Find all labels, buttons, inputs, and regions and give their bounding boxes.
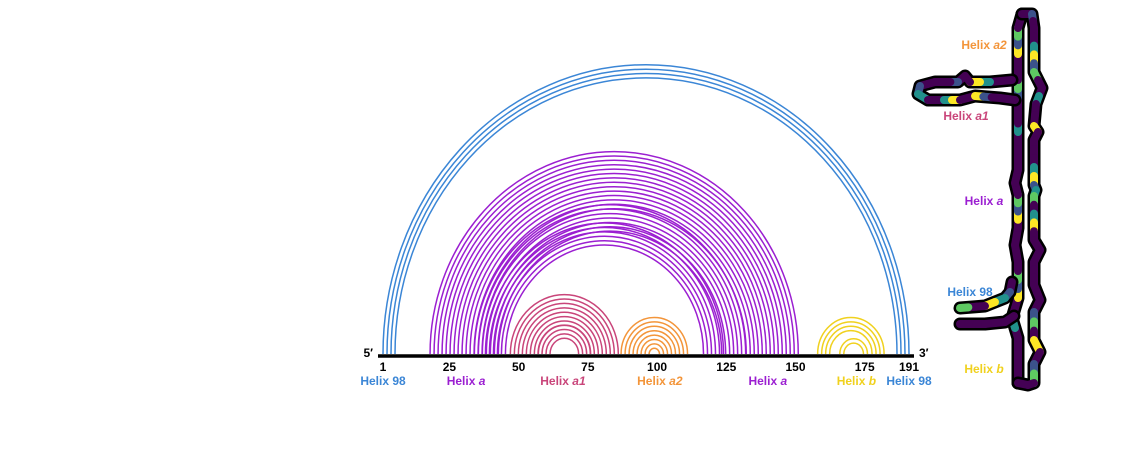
helix-a-outer-arc: [433, 155, 796, 355]
helix-b-outer-arc: [816, 316, 885, 355]
helix-a1-inner-arc: [541, 328, 588, 355]
structure-arm-98-bottom-segment: [1001, 312, 1018, 326]
helix-a-mid-arc: [477, 208, 743, 355]
helix-b-outer-arc: [824, 325, 877, 355]
structure-label-a1: Helix a1: [943, 109, 989, 123]
helix-a-mid-arc: [473, 204, 747, 355]
tick-labels: 1 25 50 75 100 125 150 175 191: [380, 360, 920, 374]
structure-labels: Helix a2 Helix a1 Helix a Helix 98 Helix b: [943, 38, 1007, 376]
structure-label-b: Helix b: [964, 362, 1003, 376]
helix-label-98-left: Helix 98: [360, 374, 406, 388]
helix-a-mid-arc: [481, 213, 739, 355]
helix-a-outer-arc: [453, 177, 776, 355]
helix-98-arc: [386, 68, 906, 355]
helix-a-outer-arc: [429, 150, 800, 355]
helix-a2-arc: [620, 316, 689, 355]
helix-a-outer-arc: [437, 159, 792, 355]
helix-a-inner-arc: [484, 222, 725, 355]
helix-a2-arc: [632, 330, 677, 355]
helix-a1-inner-arc: [537, 324, 592, 355]
arc-diagram: [382, 64, 910, 355]
helix-a-outer-arc: [449, 172, 780, 355]
helix-a1-outer-arc: [525, 311, 604, 355]
helix-a1-outer-arc: [517, 302, 612, 355]
helix-a2-arc: [644, 343, 665, 355]
helix-label-a-left: Helix a: [447, 374, 486, 388]
helix-a-inner-arc: [492, 231, 717, 355]
structure-label-98: Helix 98: [947, 285, 993, 299]
helix-b-outer-arc: [820, 321, 881, 355]
tick-label: 50: [512, 360, 526, 374]
helix-98-arc: [394, 77, 898, 355]
helix-a-inner-arc: [496, 235, 713, 355]
helix-label-a1: Helix a1: [540, 374, 586, 388]
helix-a1-outer-arc: [533, 320, 596, 355]
helix-a-inner-arc: [504, 244, 705, 355]
helix-a1-outer-arc: [509, 293, 620, 355]
tick-label: 25: [443, 360, 457, 374]
helix-a1-outer-arc: [529, 315, 600, 355]
five-prime-label: 5′: [363, 346, 373, 360]
helix-a2-arc: [636, 334, 673, 355]
helix-label-98-right: Helix 98: [886, 374, 932, 388]
helix-label-a-right: Helix a: [748, 374, 787, 388]
helix-a-inner-arc: [500, 239, 709, 355]
structure-label-a: Helix a: [965, 194, 1004, 208]
helix-label-b: Helix b: [837, 374, 876, 388]
helix-98-arc: [390, 72, 902, 355]
structure-label-a2: Helix a2: [961, 38, 1007, 52]
helix-a-outer-arc: [445, 168, 784, 355]
tick-label: 191: [899, 360, 919, 374]
sequence-axis: 5′ 3′ 1 25 50 75 100 125 150 175 191: [363, 346, 928, 374]
three-prime-label: 3′: [919, 346, 929, 360]
helix-a2-arc: [628, 325, 681, 355]
structure-arm-upper-segment: [1003, 95, 1019, 104]
structure-strand-right-segment: [1014, 379, 1032, 389]
helix-label-a2: Helix a2: [637, 374, 683, 388]
helix-b-inner-arc: [839, 338, 869, 355]
helix-b-outer-arc: [828, 330, 873, 355]
tick-label: 175: [855, 360, 875, 374]
helix-a1-inner-arc: [545, 333, 584, 355]
helix-a-inner-arc: [488, 226, 721, 355]
helix-a1-outer-arc: [521, 307, 608, 355]
helix-a-outer-arc: [465, 190, 764, 355]
structure-arm-98-top-segment: [956, 303, 973, 312]
tick-label: 150: [785, 360, 805, 374]
tick-label: 100: [647, 360, 667, 374]
helix-a1-inner-arc: [549, 337, 580, 355]
helix-a2-arc: [640, 338, 669, 355]
helix-a-outer-arc: [441, 163, 788, 355]
helix-98-arc: [382, 64, 910, 355]
secondary-structure: [911, 7, 1049, 392]
helix-a2-arc: [624, 321, 685, 355]
helix-b-inner-arc: [843, 342, 865, 355]
helix-a-outer-arc: [457, 181, 772, 355]
helix-a-outer-arc: [461, 186, 768, 355]
tick-label: 1: [380, 360, 387, 374]
helix-a2-arc: [648, 347, 661, 355]
tick-label: 75: [581, 360, 595, 374]
tick-label: 125: [716, 360, 736, 374]
helix-a-outer-arc: [469, 194, 760, 355]
helix-labels: Helix 98 Helix a Helix a1 Helix a2 Helix a He…: [360, 374, 932, 388]
helix-a1-outer-arc: [513, 298, 616, 355]
